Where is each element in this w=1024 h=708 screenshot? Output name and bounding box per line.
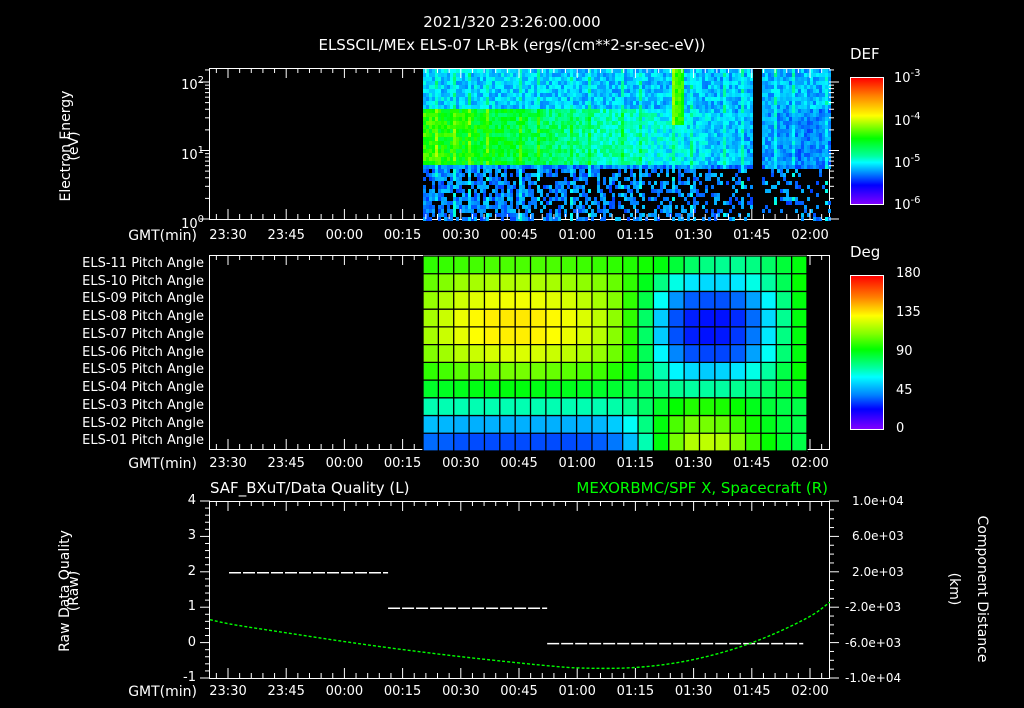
quality-title: SAF_BXuT/Data Quality (L) bbox=[210, 479, 410, 497]
pitch-angle-heatmap bbox=[422, 255, 808, 452]
deg-tick-135: 135 bbox=[896, 305, 921, 320]
time-tick-label: 02:00 bbox=[791, 684, 829, 699]
pitch-angle-row-label: ELS-01 Pitch Angle bbox=[82, 433, 204, 449]
pitch-angle-row-label: ELS-04 Pitch Angle bbox=[82, 380, 204, 396]
energy-spectrogram-image bbox=[423, 69, 831, 221]
deg-tick-90: 90 bbox=[896, 344, 913, 359]
energy-ytick-10: 101 bbox=[181, 145, 204, 163]
plot-timestamp: 2021/320 23:26:00.000 bbox=[423, 13, 601, 31]
deg-colorbar-title: Deg bbox=[850, 243, 881, 261]
pitch-angle-row-label: ELS-05 Pitch Angle bbox=[82, 362, 204, 378]
time-tick-label: 01:15 bbox=[616, 456, 655, 471]
energy-ytick-1: 100 bbox=[181, 214, 204, 232]
def-tick-1e-5: 10-5 bbox=[894, 153, 921, 171]
quality-ytick: 2 bbox=[187, 563, 196, 579]
time-tick-label: 01:45 bbox=[733, 456, 771, 471]
energy-plot-area[interactable] bbox=[209, 68, 831, 221]
pitch-angle-row-label: ELS-03 Pitch Angle bbox=[82, 397, 204, 413]
time-tick-label: 00:15 bbox=[383, 228, 422, 243]
quality-ytick: 0 bbox=[187, 634, 196, 650]
energy-ytick-100: 102 bbox=[181, 75, 204, 93]
distance-ylabel: Component Distance bbox=[974, 515, 990, 663]
time-tick-label: 00:30 bbox=[442, 228, 480, 243]
time-axis-label-2: GMT(min) bbox=[128, 456, 197, 472]
def-tick-1e-6: 10-6 bbox=[894, 195, 921, 213]
pitch-angle-row-label: ELS-07 Pitch Angle bbox=[82, 326, 204, 342]
quality-plot-area[interactable] bbox=[209, 501, 831, 679]
deg-tick-45: 45 bbox=[896, 383, 913, 398]
pitch-angle-row-label: ELS-11 Pitch Angle bbox=[82, 256, 204, 271]
time-tick-label: 00:45 bbox=[500, 228, 538, 243]
pitch-angle-row-label: ELS-10 Pitch Angle bbox=[82, 273, 204, 289]
distance-ytick: 6.0e+03 bbox=[852, 529, 904, 544]
deg-tick-0: 0 bbox=[896, 421, 905, 436]
time-tick-label: 00:45 bbox=[500, 684, 538, 699]
quality-ytick: -1 bbox=[183, 670, 196, 685]
time-tick-label: 00:15 bbox=[383, 684, 422, 699]
distance-ytick: -6.0e+03 bbox=[845, 635, 902, 650]
pitch-angle-row-label: ELS-08 Pitch Angle bbox=[82, 309, 204, 325]
energy-yunit: (eV) bbox=[66, 131, 82, 161]
time-tick-label: 01:30 bbox=[674, 228, 713, 243]
time-tick-label: 00:30 bbox=[442, 456, 480, 471]
time-axis-label-1: GMT(min) bbox=[128, 228, 197, 244]
time-tick-label: 01:30 bbox=[674, 456, 713, 471]
time-tick-label: 00:00 bbox=[325, 684, 364, 699]
def-colorbar-title: DEF bbox=[850, 45, 880, 63]
quality-distance-lines bbox=[209, 572, 831, 670]
time-tick-label: 01:00 bbox=[558, 456, 596, 471]
plot-title: ELSSCIL/MEx ELS-07 LR-Bk (ergs/(cm**2-sr… bbox=[318, 36, 706, 54]
time-tick-label: 00:45 bbox=[500, 456, 538, 471]
deg-colorbar bbox=[850, 275, 884, 430]
time-axis-label-3: GMT(min) bbox=[128, 684, 197, 700]
time-tick-label: 00:00 bbox=[325, 228, 364, 243]
distance-ytick: -2.0e+03 bbox=[845, 600, 902, 615]
time-tick-label: 01:30 bbox=[674, 684, 713, 699]
time-tick-label: 00:15 bbox=[383, 456, 422, 471]
time-tick-label: 23:30 bbox=[209, 228, 247, 243]
deg-tick-180: 180 bbox=[896, 266, 921, 281]
time-tick-label: 01:15 bbox=[616, 228, 655, 243]
def-colorbar bbox=[850, 77, 884, 205]
distance-yunit: (km) bbox=[946, 572, 962, 606]
def-tick-1e-3: 10-3 bbox=[894, 68, 921, 86]
quality-ytick: 3 bbox=[187, 528, 196, 544]
time-tick-label: 01:00 bbox=[558, 228, 596, 243]
pitch-angle-row-label: ELS-02 Pitch Angle bbox=[82, 415, 204, 431]
time-tick-label: 00:30 bbox=[442, 684, 480, 699]
distance-ytick: 1.0e+04 bbox=[852, 494, 904, 508]
time-tick-label: 01:45 bbox=[733, 228, 771, 243]
time-tick-label: 23:30 bbox=[209, 684, 247, 699]
time-tick-label: 23:30 bbox=[209, 456, 247, 471]
distance-title: MEXORBMC/SPF X, Spacecraft (R) bbox=[576, 479, 828, 497]
distance-ytick: 2.0e+03 bbox=[852, 564, 904, 579]
pitch-angle-row-label: ELS-09 Pitch Angle bbox=[82, 291, 204, 307]
time-tick-label: 01:45 bbox=[733, 684, 771, 699]
distance-ytick: -1.0e+04 bbox=[845, 671, 902, 685]
time-tick-label: 00:00 bbox=[325, 456, 364, 471]
time-tick-label: 01:15 bbox=[616, 684, 655, 699]
quality-yunit: (Raw) bbox=[66, 570, 82, 612]
pitch-angle-row-label: ELS-06 Pitch Angle bbox=[82, 344, 204, 360]
time-tick-label: 23:45 bbox=[267, 684, 305, 699]
quality-ytick: 4 bbox=[187, 493, 196, 508]
time-tick-label: 02:00 bbox=[791, 456, 829, 471]
pitch-angle-plot-area[interactable] bbox=[209, 255, 830, 452]
quality-ytick: 1 bbox=[187, 599, 196, 615]
time-tick-label: 23:45 bbox=[267, 456, 305, 471]
time-tick-label: 02:00 bbox=[791, 228, 829, 243]
def-tick-1e-4: 10-4 bbox=[894, 111, 921, 129]
time-tick-label: 23:45 bbox=[267, 228, 305, 243]
time-tick-label: 01:00 bbox=[558, 684, 596, 699]
